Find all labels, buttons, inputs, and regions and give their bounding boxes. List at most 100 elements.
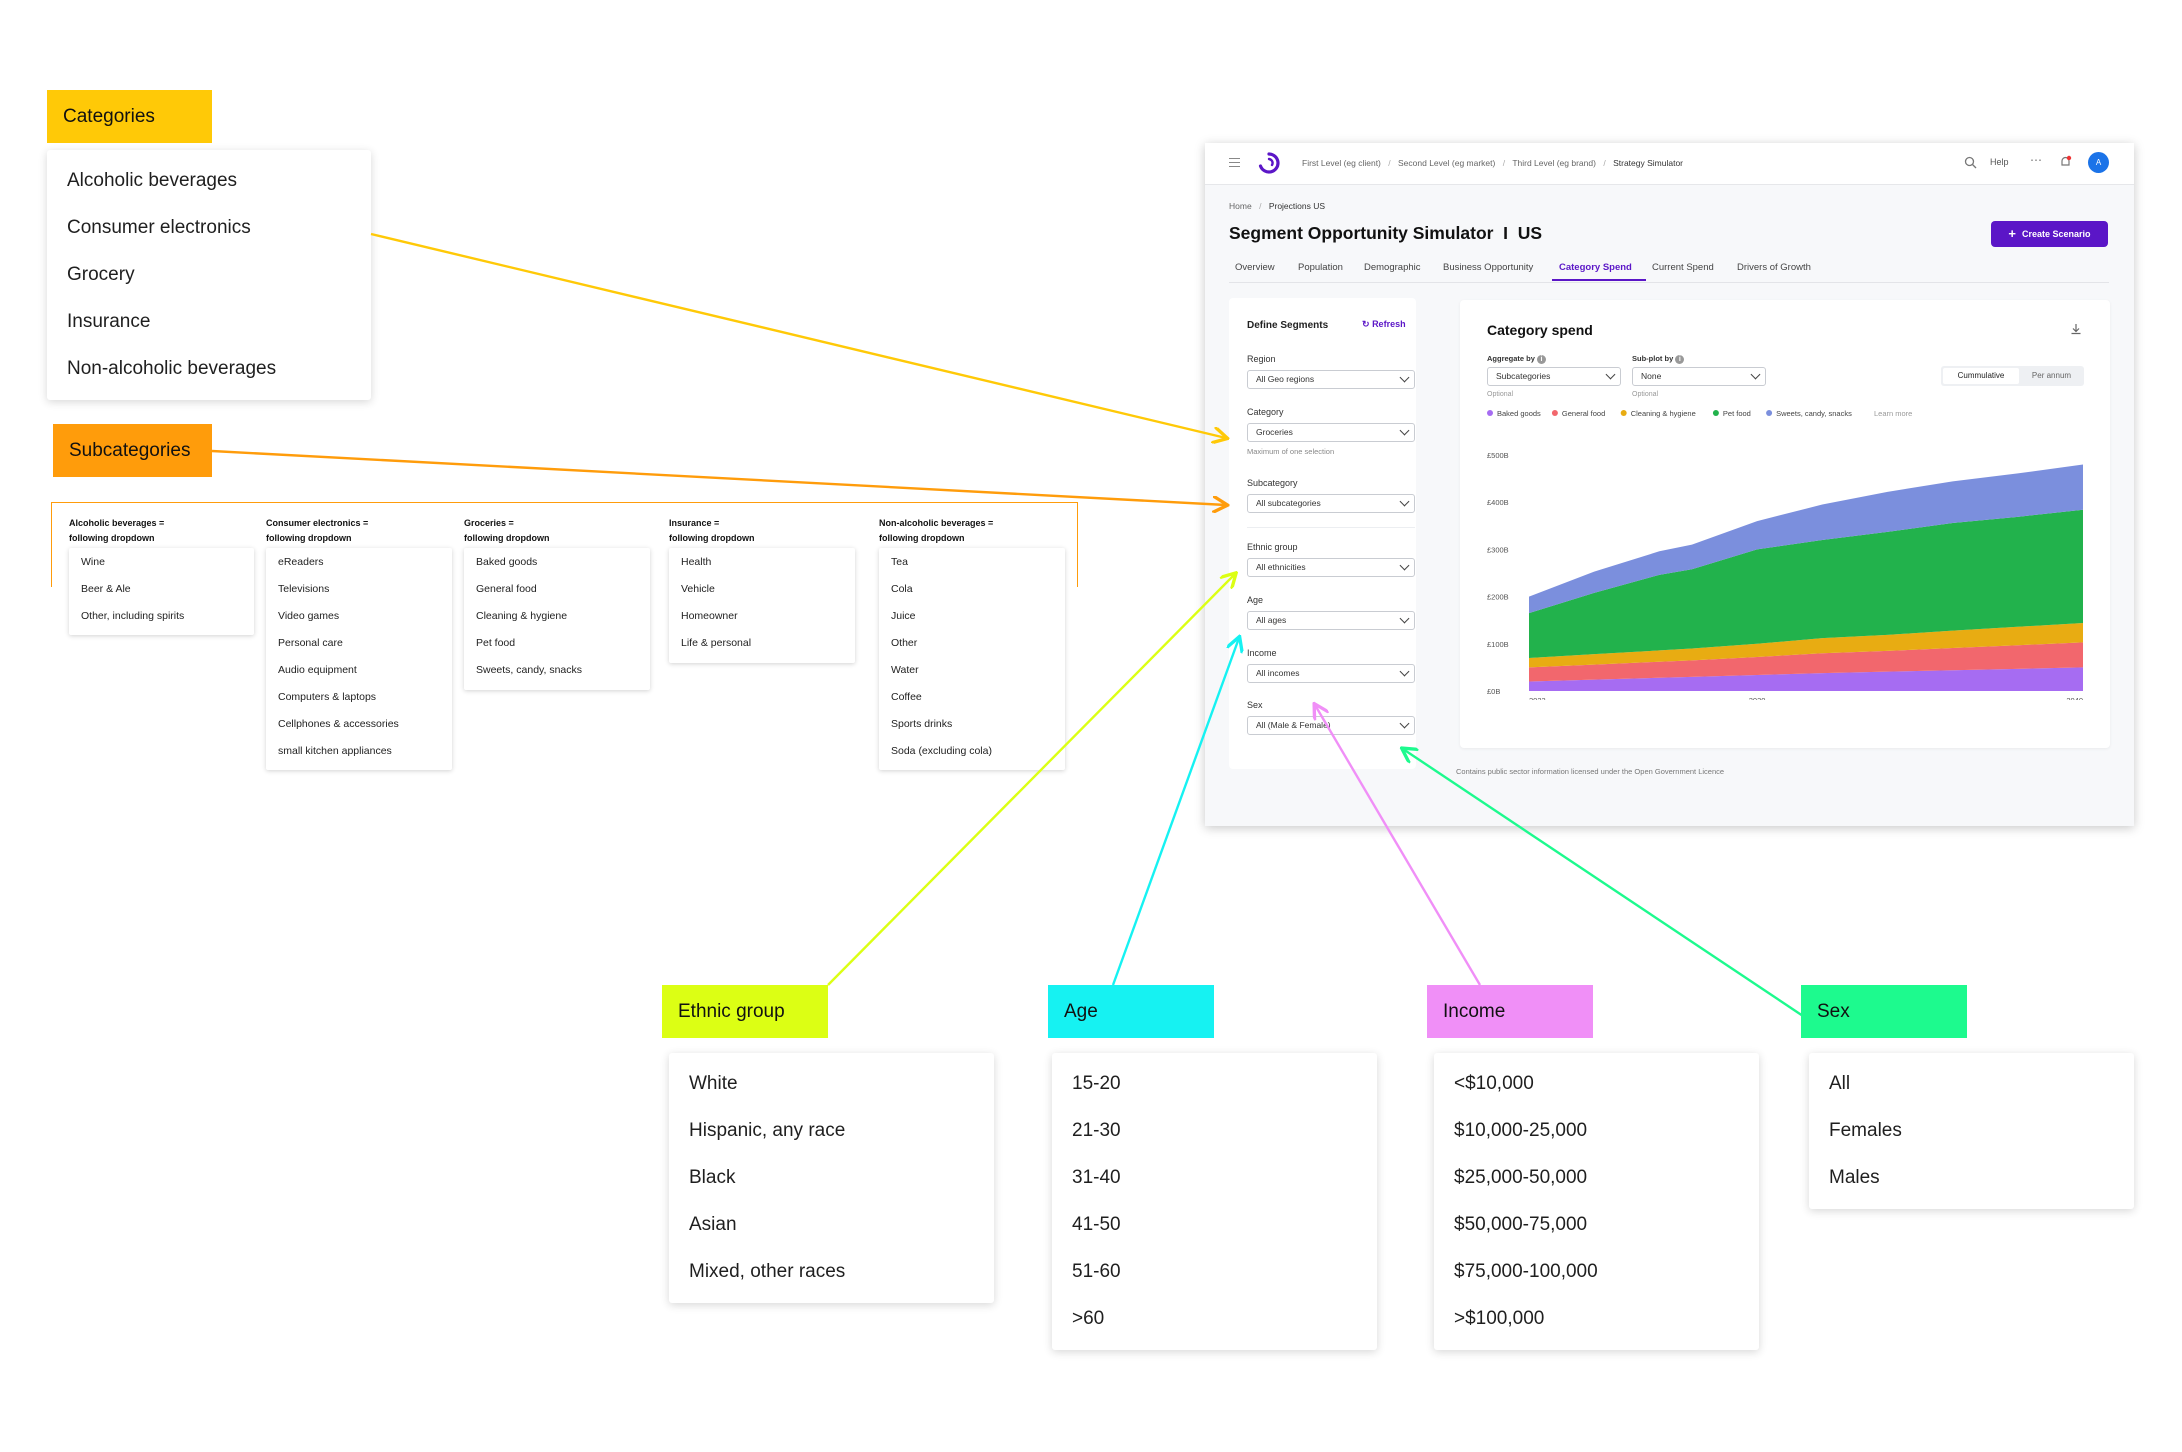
list-item[interactable]: >60 — [1072, 1308, 1105, 1329]
list-item[interactable]: Baked goods — [476, 556, 538, 568]
subcategory-select[interactable]: All subcategories — [1247, 494, 1415, 513]
aggregate-select[interactable]: Subcategories — [1487, 367, 1621, 386]
list-item[interactable]: Computers & laptops — [278, 691, 377, 703]
list-item[interactable]: 21-30 — [1072, 1120, 1121, 1141]
avatar[interactable]: A — [2088, 152, 2109, 173]
chevron-down-icon — [1399, 666, 1410, 677]
learn-more-link[interactable]: Learn more — [1874, 409, 1912, 418]
list-item[interactable]: $10,000-25,000 — [1454, 1120, 1588, 1141]
list-item[interactable]: 15-20 — [1072, 1073, 1121, 1094]
list-item[interactable]: Life & personal — [681, 637, 752, 649]
list-item[interactable]: 41-50 — [1072, 1214, 1121, 1235]
chevron-down-icon — [1399, 560, 1410, 571]
region-select[interactable]: All Geo regions — [1247, 370, 1415, 389]
breadcrumb-item[interactable]: Strategy Simulator — [1613, 158, 1683, 168]
info-icon[interactable]: i — [1537, 355, 1547, 364]
list-item[interactable]: Males — [1829, 1167, 1880, 1188]
list-item[interactable]: Cola — [891, 583, 913, 595]
area-series-general-food — [1529, 642, 2083, 682]
breadcrumb-home[interactable]: Home — [1229, 201, 1252, 211]
list-item[interactable]: 51-60 — [1072, 1261, 1121, 1282]
ethnic-group-select[interactable]: All ethnicities — [1247, 558, 1415, 577]
tab-demographic[interactable]: Demographic — [1364, 262, 1421, 273]
category-spend-chart: Baked goods General food Cleaning & hygien… — [1487, 409, 2083, 700]
sex-select[interactable]: All (Male & Female) — [1247, 716, 1415, 735]
tab-drivers-of-growth[interactable]: Drivers of Growth — [1737, 262, 1811, 273]
list-item[interactable]: Water — [891, 664, 919, 676]
list-item[interactable]: Video games — [278, 610, 340, 622]
download-icon[interactable] — [2070, 323, 2082, 335]
list-item[interactable]: Insurance — [67, 311, 151, 332]
breadcrumb-item[interactable]: First Level (eg client) — [1302, 158, 1381, 168]
breadcrumb-item[interactable]: Third Level (eg brand) — [1512, 158, 1596, 168]
tab-population[interactable]: Population — [1298, 262, 1343, 273]
list-item[interactable]: >$100,000 — [1454, 1308, 1545, 1329]
list-item[interactable]: Soda (excluding cola) — [891, 745, 992, 757]
per-annum-toggle[interactable]: Per annum — [2031, 371, 2072, 380]
cumulative-toggle[interactable]: Cummulative — [1943, 368, 2019, 384]
list-item[interactable]: Cellphones & accessories — [278, 718, 399, 730]
brand-logo-icon[interactable] — [1257, 151, 1281, 175]
list-item[interactable]: Coffee — [891, 691, 922, 703]
list-item[interactable]: Audio equipment — [278, 664, 357, 676]
list-item[interactable]: Beer & Ale — [81, 583, 131, 595]
list-item[interactable]: Wine — [81, 556, 105, 568]
list-item[interactable]: Sports drinks — [891, 718, 953, 730]
list-item[interactable]: Personal care — [278, 637, 343, 649]
legend-label: Baked goods — [1497, 409, 1541, 418]
list-item[interactable]: Health — [681, 556, 712, 568]
list-item[interactable]: Mixed, other races — [689, 1261, 846, 1282]
list-item[interactable]: Homeowner — [681, 610, 738, 622]
tab-overview[interactable]: Overview — [1235, 262, 1275, 273]
list-item[interactable]: Other — [891, 637, 918, 649]
list-item[interactable]: Sweets, candy, snacks — [476, 664, 583, 676]
list-item[interactable]: Tea — [891, 556, 908, 568]
list-item[interactable]: All — [1829, 1073, 1851, 1094]
tab-category-spend[interactable]: Category Spend — [1559, 262, 1632, 273]
search-icon[interactable] — [1964, 156, 1977, 169]
help-link[interactable]: Help — [1990, 157, 2009, 167]
list-item[interactable]: Televisions — [278, 583, 330, 595]
category-select[interactable]: Groceries — [1247, 423, 1415, 442]
info-icon[interactable]: i — [1675, 355, 1685, 364]
list-item[interactable]: White — [689, 1073, 738, 1094]
age-tag-label: Age — [1064, 1000, 1098, 1022]
list-item[interactable]: Consumer electronics — [67, 217, 251, 238]
list-item[interactable]: $75,000-100,000 — [1454, 1261, 1598, 1282]
subcategory-column-heading: Consumer electronics = following dropdown — [266, 518, 369, 543]
list-item[interactable]: Asian — [689, 1214, 737, 1235]
breadcrumb-current[interactable]: Projections US — [1268, 201, 1326, 211]
list-item[interactable]: Pet food — [476, 637, 516, 649]
list-item[interactable]: Other, including spirits — [81, 610, 185, 622]
income-label: Income — [1247, 648, 1277, 658]
area-series-pet-food — [1529, 509, 2083, 658]
list-item[interactable]: $50,000-75,000 — [1454, 1214, 1588, 1235]
list-item[interactable]: Non-alcoholic beverages — [67, 358, 277, 379]
categories-tag-label: Categories — [63, 105, 155, 127]
subplot-select[interactable]: None — [1632, 367, 1766, 386]
create-scenario-button[interactable]: + Create Scenario — [1991, 221, 2108, 247]
list-item[interactable]: Cleaning & hygiene — [476, 610, 568, 622]
list-item[interactable]: <$10,000 — [1454, 1073, 1534, 1094]
breadcrumb-item[interactable]: Second Level (eg market) — [1398, 158, 1496, 168]
list-item[interactable]: Females — [1829, 1120, 1902, 1141]
list-item[interactable]: Grocery — [67, 264, 135, 285]
list-item[interactable]: eReaders — [278, 556, 324, 568]
list-item[interactable]: $25,000-50,000 — [1454, 1167, 1588, 1188]
more-icon[interactable]: ⋯ — [2030, 153, 2042, 167]
list-item[interactable]: 31-40 — [1072, 1167, 1121, 1188]
list-item[interactable]: General food — [476, 583, 537, 595]
income-select[interactable]: All incomes — [1247, 664, 1415, 683]
list-item[interactable]: Juice — [891, 610, 916, 622]
hamburger-icon[interactable] — [1229, 158, 1240, 167]
notification-icon[interactable] — [2059, 155, 2072, 169]
age-select[interactable]: All ages — [1247, 611, 1415, 630]
list-item[interactable]: Hispanic, any race — [689, 1120, 846, 1141]
list-item[interactable]: Vehicle — [681, 583, 715, 595]
tab-current-spend[interactable]: Current Spend — [1652, 262, 1714, 273]
list-item[interactable]: Black — [689, 1167, 736, 1188]
refresh-button[interactable]: ↻ Refresh — [1362, 319, 1406, 329]
tab-business-opportunity[interactable]: Business Opportunity — [1443, 262, 1534, 273]
list-item[interactable]: small kitchen appliances — [278, 745, 392, 757]
list-item[interactable]: Alcoholic beverages — [67, 170, 238, 191]
